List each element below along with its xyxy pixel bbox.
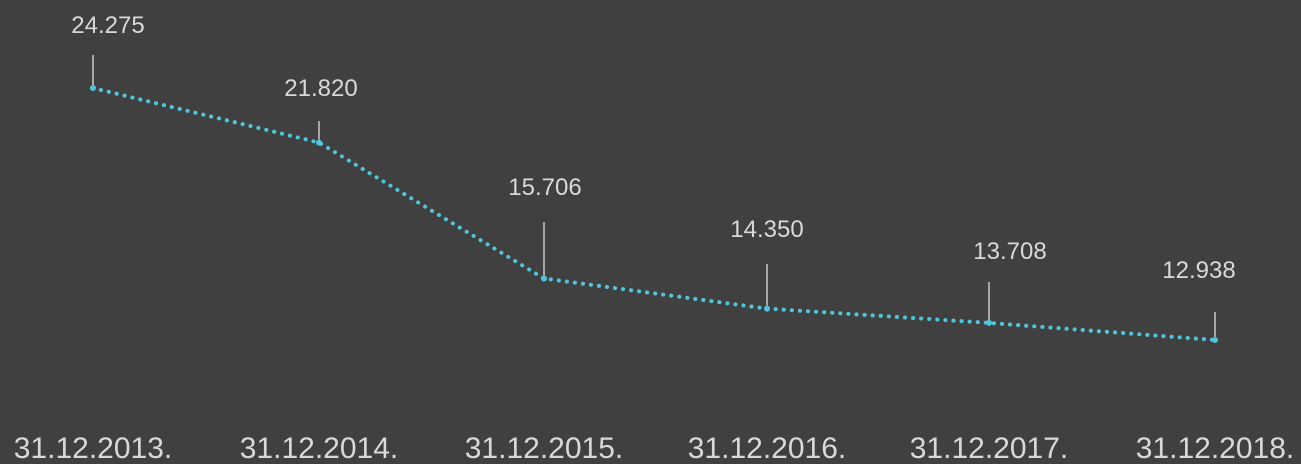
point xyxy=(541,275,547,282)
point xyxy=(986,319,992,326)
data-label: 21.820 xyxy=(284,75,357,102)
x-tick-label: 31.12.2015. xyxy=(465,432,623,464)
point xyxy=(90,85,96,91)
x-tick-label: 31.12.2013. xyxy=(14,432,172,464)
data-label: 13.708 xyxy=(973,238,1046,265)
point xyxy=(316,139,322,146)
x-tick-label: 31.12.2014. xyxy=(240,432,398,464)
data-label: 14.350 xyxy=(730,216,803,243)
x-tick-label: 31.12.2016. xyxy=(688,432,846,464)
point xyxy=(1212,337,1218,343)
data-label: 15.706 xyxy=(508,174,581,201)
point xyxy=(764,305,770,312)
data-label: 12.938 xyxy=(1162,257,1235,284)
x-tick-label: 31.12.2017. xyxy=(910,432,1068,464)
line xyxy=(91,86,1217,342)
data-label: 24.275 xyxy=(71,12,144,39)
x-tick-label: 31.12.2018. xyxy=(1136,432,1294,464)
